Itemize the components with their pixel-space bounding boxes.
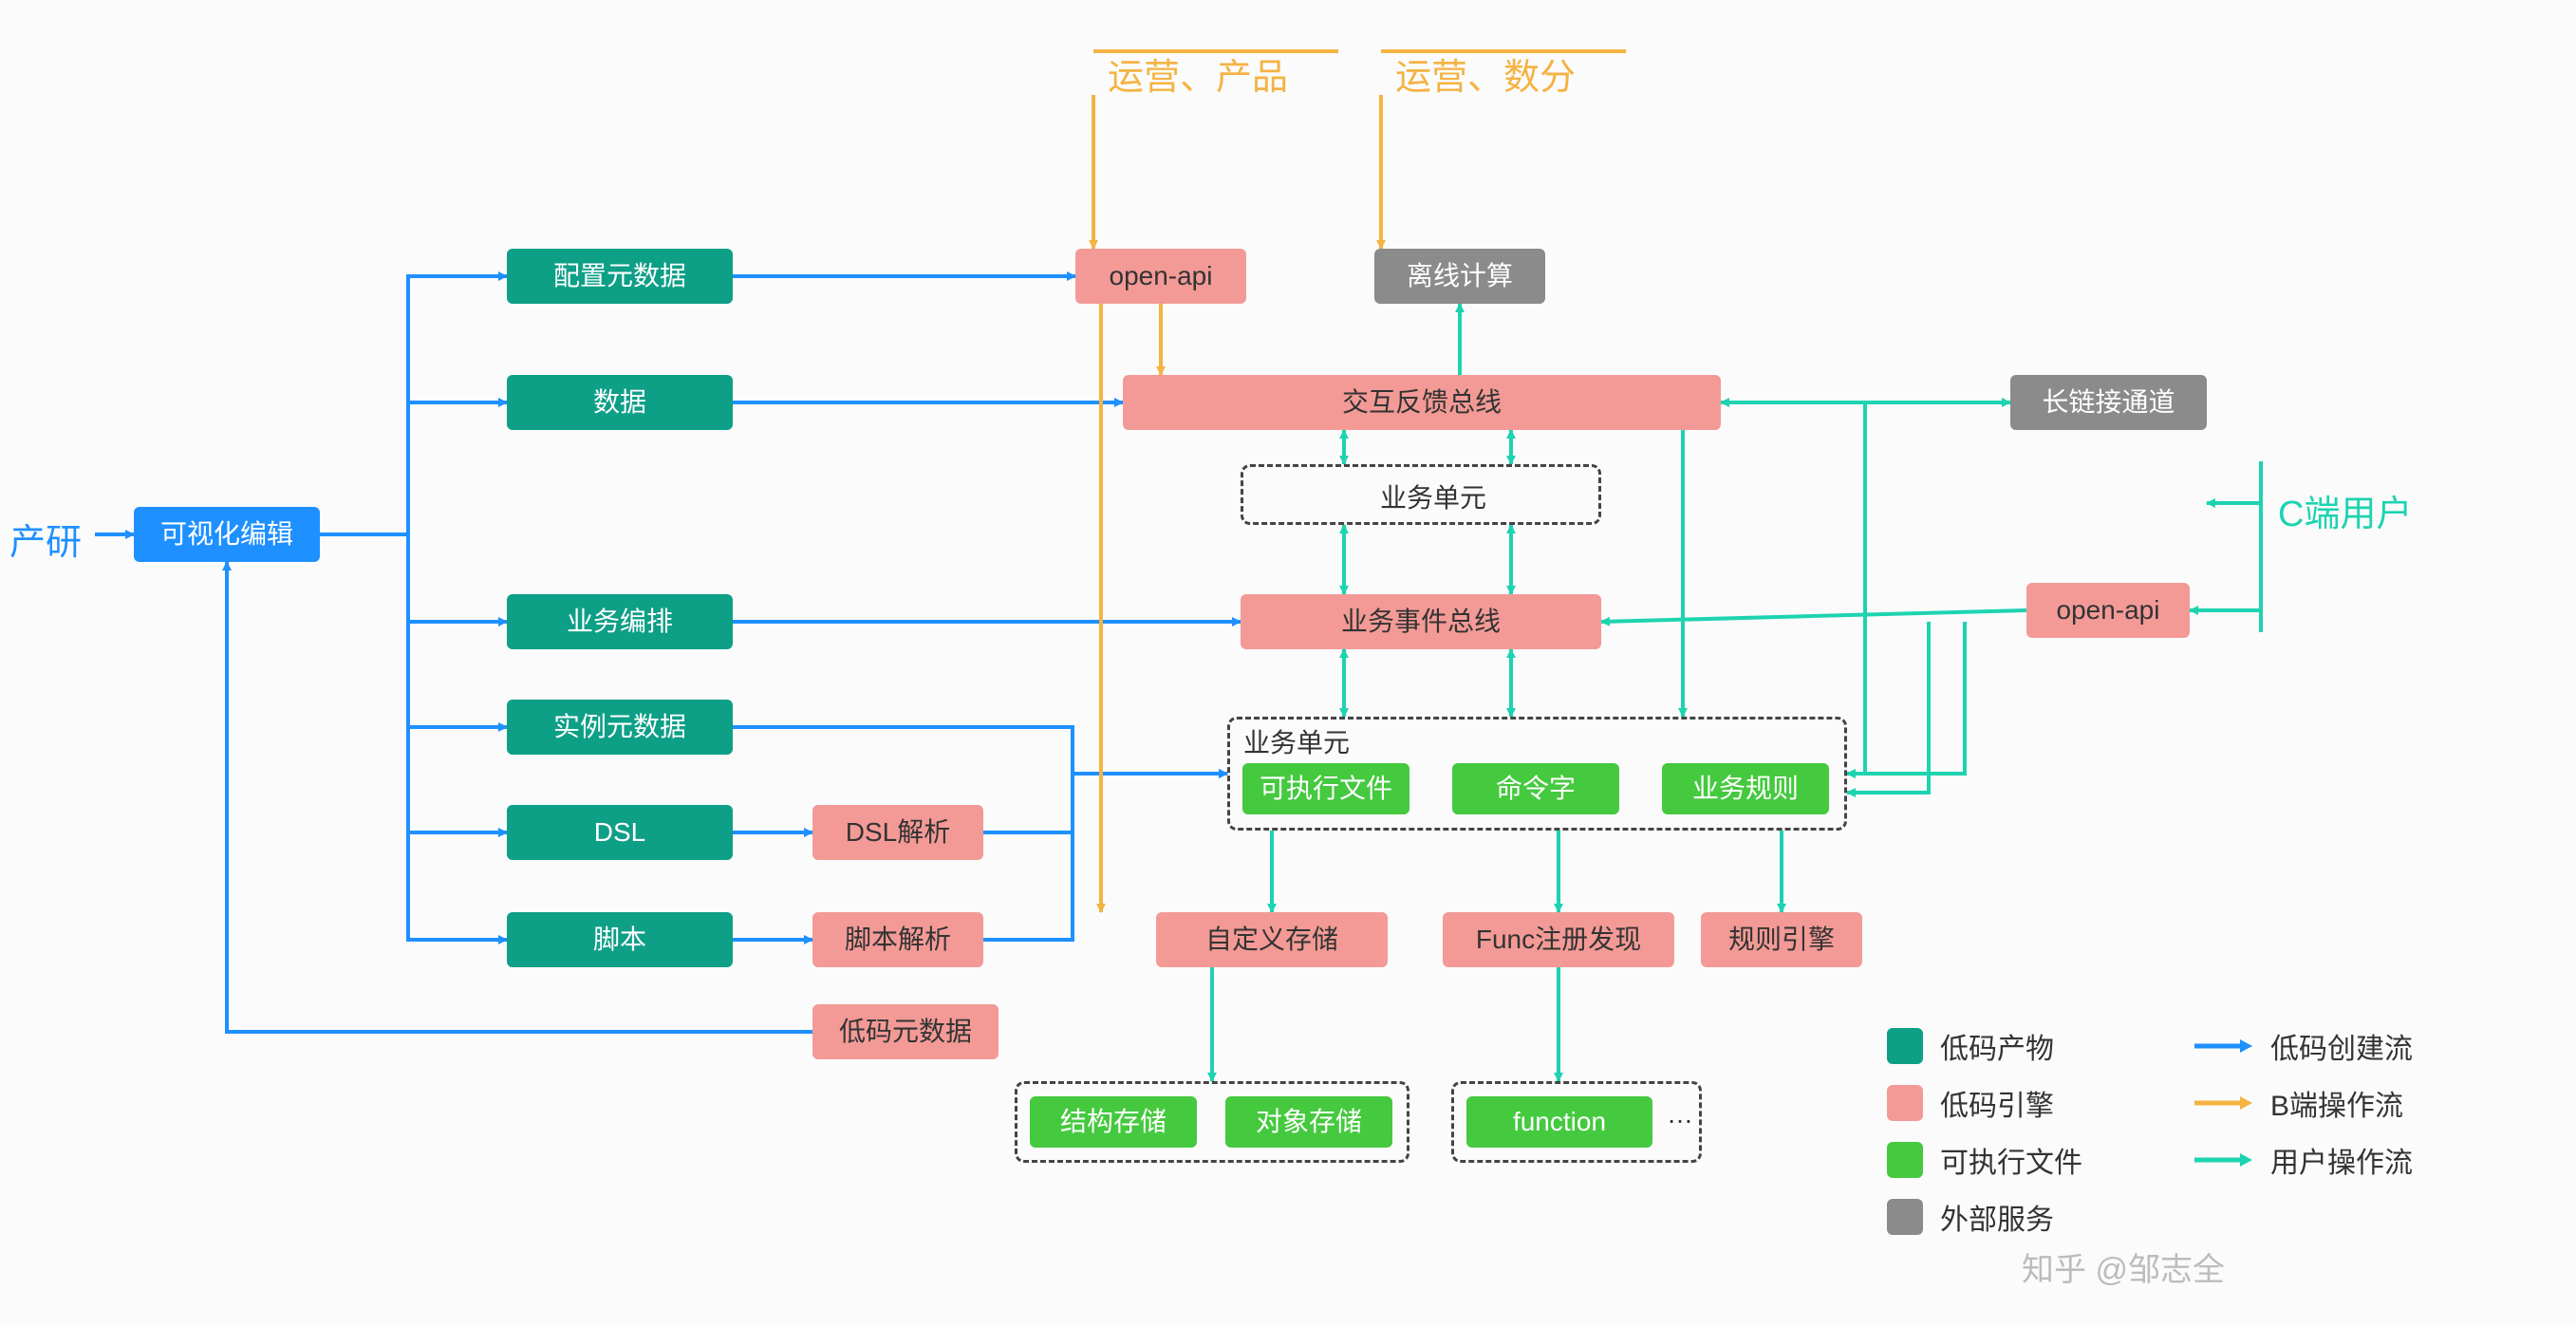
n-visual-edit: 可视化编辑 — [134, 507, 320, 562]
legend-row: 低码引擎 — [1887, 1075, 2082, 1131]
legend-swatch — [1887, 1199, 1923, 1235]
n-offline: 离线计算 — [1374, 249, 1545, 304]
legend-label: 外部服务 — [1940, 1196, 2054, 1238]
legend-arrow-icon — [2193, 1093, 2253, 1112]
legend-label: 低码创建流 — [2270, 1025, 2413, 1067]
lbl-chanyan: 产研 — [9, 513, 82, 565]
legend-swatch — [1887, 1142, 1923, 1178]
legend-label: 低码产物 — [1940, 1025, 2054, 1067]
diagram-stage: 业务单元业务单元…可视化编辑配置元数据数据业务编排实例元数据DSL脚本DSL解析… — [0, 0, 2576, 1327]
legend-row: 可执行文件 — [1887, 1131, 2082, 1188]
n-open-api: open-api — [1075, 249, 1246, 304]
legend-label: B端操作流 — [2270, 1082, 2403, 1124]
legend-label: 低码引擎 — [1940, 1082, 2054, 1124]
legend-arrow-icon — [2193, 1150, 2253, 1169]
n-interact-bus: 交互反馈总线 — [1123, 375, 1721, 430]
n-cfg-meta: 配置元数据 — [507, 249, 733, 304]
n-obj-store: 对象存储 — [1225, 1096, 1392, 1148]
legend-swatch — [1887, 1028, 1923, 1064]
n-inst-meta: 实例元数据 — [507, 700, 733, 755]
n-cmd: 命令字 — [1452, 763, 1619, 814]
legend-row: 外部服务 — [1887, 1188, 2082, 1245]
n-biz-event-bus: 业务事件总线 — [1241, 594, 1601, 649]
n-data: 数据 — [507, 375, 733, 430]
legend-row: 用户操作流 — [2193, 1131, 2413, 1188]
legend-swatch — [1887, 1085, 1923, 1121]
n-script-parse: 脚本解析 — [812, 912, 983, 967]
lbl-yunying1: 运营、产品 — [1108, 47, 1288, 100]
d-biz-unit2-label: 业务单元 — [1243, 722, 1350, 760]
legend-label: 用户操作流 — [2270, 1139, 2413, 1181]
n-custom-store: 自定义存储 — [1156, 912, 1388, 967]
n-struct-store: 结构存储 — [1030, 1096, 1197, 1148]
legend-row: B端操作流 — [2193, 1075, 2413, 1131]
legend-label: 可执行文件 — [1940, 1139, 2082, 1181]
n-dsl-parse: DSL解析 — [812, 805, 983, 860]
lbl-cuser: C端用户 — [2278, 484, 2412, 536]
n-lowcode-meta: 低码元数据 — [812, 1004, 999, 1059]
legend-arrows: 低码创建流 B端操作流用户操作流 — [2193, 1018, 2413, 1188]
legend-colors: 低码产物低码引擎可执行文件外部服务 — [1887, 1018, 2082, 1245]
legend-arrow-icon — [2193, 1037, 2253, 1056]
n-rule-engine: 规则引擎 — [1701, 912, 1862, 967]
n-func-disc: Func注册发现 — [1443, 912, 1674, 967]
legend-row: 低码创建流 — [2193, 1018, 2413, 1075]
n-biz-rule: 业务规则 — [1662, 763, 1829, 814]
n-dsl: DSL — [507, 805, 733, 860]
n-function: function — [1466, 1096, 1652, 1148]
n-exec-file: 可执行文件 — [1242, 763, 1409, 814]
n-longconn: 长链接通道 — [2010, 375, 2207, 430]
lbl-yunying2: 运营、数分 — [1395, 47, 1576, 100]
d-function-label: … — [1667, 1099, 1693, 1130]
legend-row: 低码产物 — [1887, 1018, 2082, 1075]
n-open-api2: open-api — [2026, 583, 2190, 638]
watermark: 知乎 @邹志全 — [2022, 1243, 2225, 1290]
n-biz-arrange: 业务编排 — [507, 594, 733, 649]
n-script: 脚本 — [507, 912, 733, 967]
d-biz-unit1-label: 业务单元 — [1380, 477, 1486, 515]
